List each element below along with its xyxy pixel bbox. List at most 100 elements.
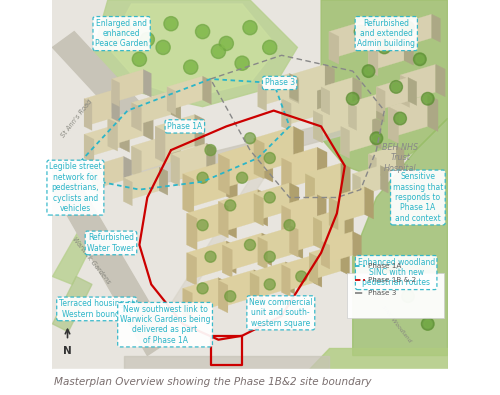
Polygon shape [187,201,226,245]
Polygon shape [317,195,326,227]
Polygon shape [187,241,226,280]
Polygon shape [282,195,317,233]
Polygon shape [325,64,334,93]
Text: SINC Woodland: SINC Woodland [380,305,412,343]
Polygon shape [183,278,218,316]
Polygon shape [313,208,345,245]
Polygon shape [321,231,352,265]
Circle shape [402,290,414,303]
Polygon shape [183,174,194,215]
Polygon shape [108,4,278,99]
Polygon shape [282,99,291,131]
FancyBboxPatch shape [347,273,444,318]
Circle shape [132,52,146,66]
Circle shape [184,60,198,74]
Polygon shape [313,217,322,249]
Polygon shape [321,77,352,111]
Polygon shape [282,147,317,190]
Bar [52,369,448,395]
Text: Phase 1A: Phase 1A [368,263,402,269]
Circle shape [236,172,248,183]
Circle shape [134,55,144,64]
Polygon shape [341,126,349,158]
Circle shape [390,81,402,93]
Circle shape [219,36,234,51]
Polygon shape [167,87,175,115]
Polygon shape [218,280,228,313]
Circle shape [378,41,390,54]
Polygon shape [349,103,356,130]
Polygon shape [218,201,228,238]
Text: BEH NHS
Trust
Hospital: BEH NHS Trust Hospital [382,143,418,173]
Polygon shape [321,87,330,115]
Polygon shape [226,201,236,238]
Polygon shape [222,233,262,273]
Circle shape [264,251,276,262]
Polygon shape [368,154,376,182]
Circle shape [370,132,382,145]
Circle shape [158,43,168,52]
Text: Phase 3: Phase 3 [368,290,397,297]
Text: Sensitive
massing that
responds to
Phase 1A
and context: Sensitive massing that responds to Phase… [392,172,443,223]
Circle shape [246,23,254,32]
Text: New southwest link to
Warwick Gardens being
delivered as part
of Phase 1A: New southwest link to Warwick Gardens be… [120,305,210,345]
Circle shape [197,172,208,183]
Polygon shape [112,70,144,103]
Polygon shape [388,95,428,138]
Polygon shape [364,187,374,219]
Polygon shape [352,174,360,201]
Circle shape [107,35,117,44]
Polygon shape [376,87,385,115]
Polygon shape [171,143,206,182]
Circle shape [416,55,424,63]
Polygon shape [194,115,204,151]
Text: N: N [63,346,72,356]
Polygon shape [108,118,118,151]
Circle shape [244,239,256,250]
Circle shape [384,265,392,273]
Circle shape [349,95,356,103]
Circle shape [243,21,257,35]
Polygon shape [313,111,322,143]
Text: Masterplan Overview showing the Phase 1B&2 site boundary: Masterplan Overview showing the Phase 1B… [54,377,372,387]
Circle shape [198,27,207,36]
Circle shape [296,271,307,282]
Polygon shape [349,94,376,126]
Polygon shape [183,288,192,321]
Polygon shape [428,95,438,132]
Polygon shape [132,103,141,131]
Circle shape [264,279,276,290]
Polygon shape [124,356,329,369]
Text: St Ann's Road: St Ann's Road [60,98,93,139]
Polygon shape [309,348,448,369]
Polygon shape [286,262,294,294]
Circle shape [382,262,394,275]
Polygon shape [329,20,368,59]
Polygon shape [282,255,313,292]
Polygon shape [349,100,358,132]
Polygon shape [226,161,237,202]
Polygon shape [368,20,378,52]
Circle shape [142,35,152,44]
Polygon shape [167,76,202,111]
Text: Refurbished
and extended
Admin building: Refurbished and extended Admin building [358,19,416,49]
Circle shape [197,283,208,294]
Polygon shape [226,241,236,274]
Polygon shape [254,194,264,226]
Circle shape [224,291,236,302]
Polygon shape [317,147,327,184]
Polygon shape [290,73,298,102]
Text: Enlarged and
enhanced
Peace Garden: Enlarged and enhanced Peace Garden [95,19,148,49]
Polygon shape [108,108,144,146]
Polygon shape [202,76,211,104]
Circle shape [224,200,236,211]
Circle shape [262,40,277,55]
Circle shape [156,40,170,55]
Polygon shape [282,205,290,237]
Polygon shape [258,83,266,111]
Circle shape [394,112,406,125]
Polygon shape [306,174,315,210]
Circle shape [346,92,359,105]
Polygon shape [404,37,413,65]
Polygon shape [309,253,318,285]
